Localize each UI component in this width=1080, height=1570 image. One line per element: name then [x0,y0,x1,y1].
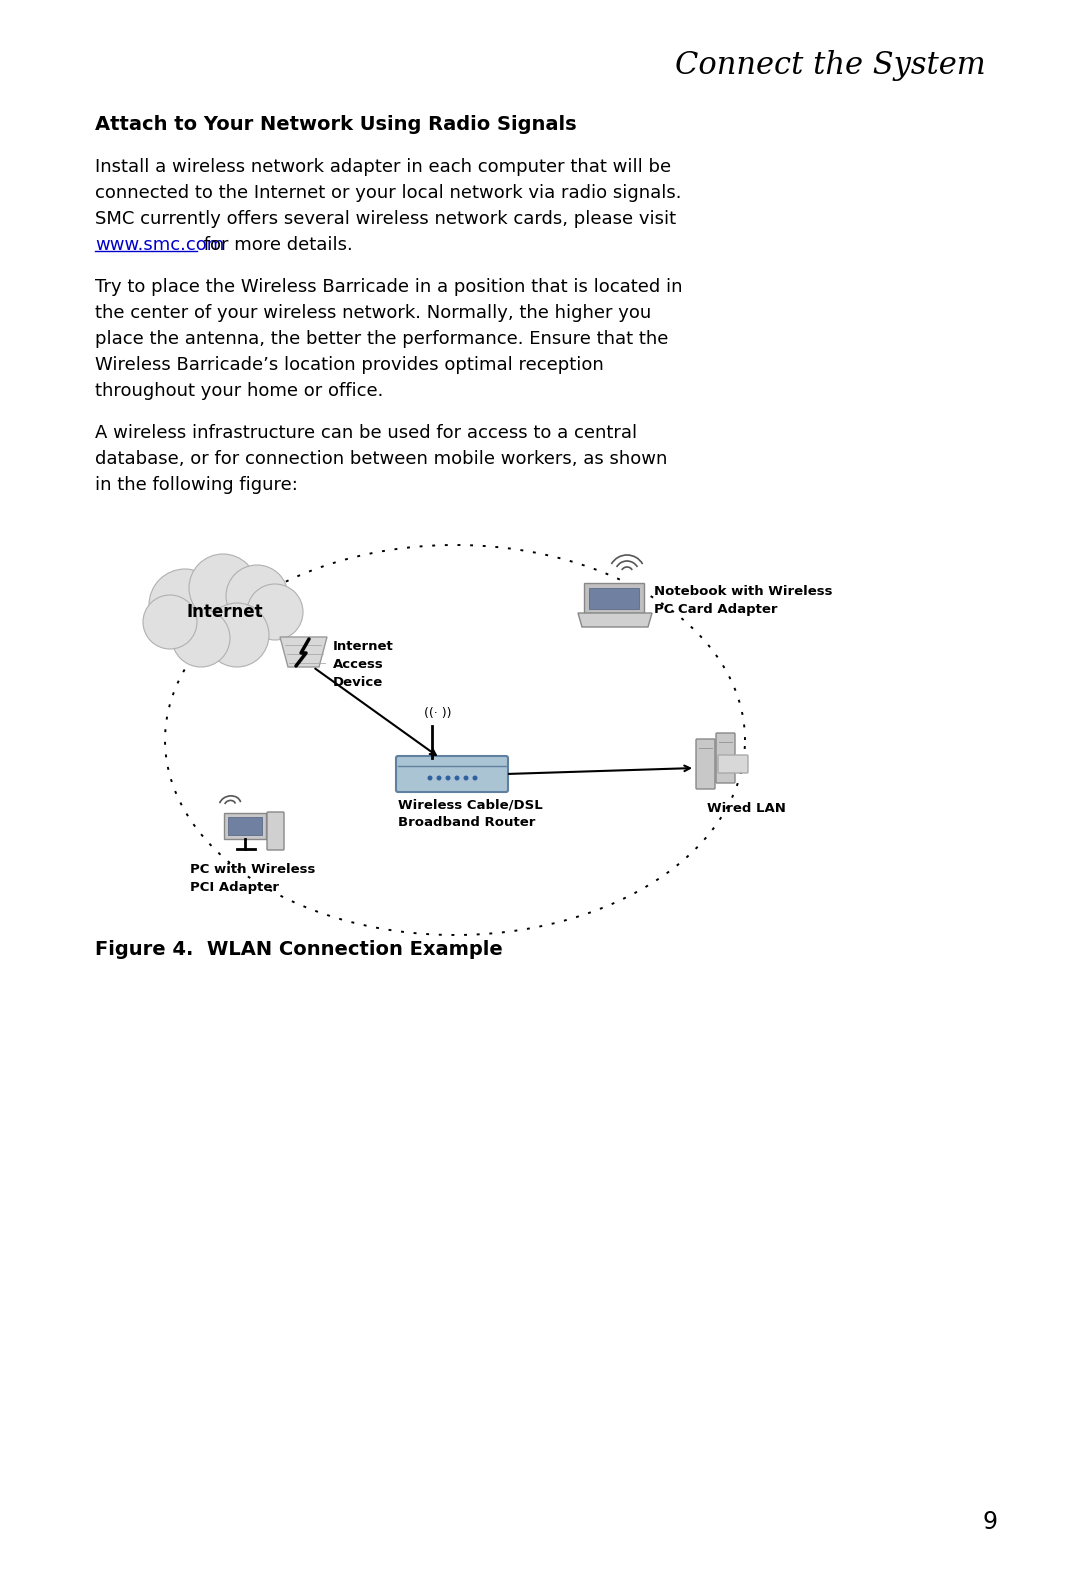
Circle shape [172,609,230,667]
Circle shape [247,584,303,641]
Polygon shape [584,582,644,612]
Text: place the antenna, the better the performance. Ensure that the: place the antenna, the better the perfor… [95,330,669,349]
Text: connected to the Internet or your local network via radio signals.: connected to the Internet or your local … [95,184,681,203]
Text: Connect the System: Connect the System [675,50,985,82]
Polygon shape [578,612,652,626]
Text: ((· )): ((· )) [424,706,451,721]
Polygon shape [589,589,639,609]
Text: 9: 9 [983,1510,998,1534]
Text: database, or for connection between mobile workers, as shown: database, or for connection between mobi… [95,451,667,468]
Text: in the following figure:: in the following figure: [95,476,298,495]
FancyBboxPatch shape [718,755,748,772]
Text: the center of your wireless network. Normally, the higher you: the center of your wireless network. Nor… [95,305,651,322]
FancyBboxPatch shape [267,812,284,849]
Circle shape [463,776,469,780]
Circle shape [143,595,197,648]
Polygon shape [224,813,266,838]
Text: throughout your home or office.: throughout your home or office. [95,382,383,400]
Text: Try to place the Wireless Barricade in a position that is located in: Try to place the Wireless Barricade in a… [95,278,683,297]
Circle shape [473,776,477,780]
Text: Notebook with Wireless
PC Card Adapter: Notebook with Wireless PC Card Adapter [654,586,833,615]
Circle shape [428,776,432,780]
Circle shape [205,603,269,667]
Polygon shape [280,637,327,667]
Text: for more details.: for more details. [198,236,353,254]
Text: Internet
Access
Device: Internet Access Device [333,641,394,689]
Text: Figure 4.  WLAN Connection Example: Figure 4. WLAN Connection Example [95,940,503,959]
Text: A wireless infrastructure can be used for access to a central: A wireless infrastructure can be used fo… [95,424,637,443]
Text: www.smc.com: www.smc.com [95,236,225,254]
Text: Internet: Internet [187,603,264,622]
Text: Attach to Your Network Using Radio Signals: Attach to Your Network Using Radio Signa… [95,115,577,133]
Text: PC with Wireless
PCI Adapter: PC with Wireless PCI Adapter [190,864,315,893]
Circle shape [446,776,450,780]
Circle shape [149,568,221,641]
Text: Wireless Cable/DSL
Broadband Router: Wireless Cable/DSL Broadband Router [399,798,543,829]
Text: Install a wireless network adapter in each computer that will be: Install a wireless network adapter in ea… [95,159,671,176]
Text: SMC currently offers several wireless network cards, please visit: SMC currently offers several wireless ne… [95,210,676,228]
Circle shape [189,554,257,622]
FancyBboxPatch shape [716,733,735,783]
Circle shape [455,776,459,780]
Text: Wireless Barricade’s location provides optimal reception: Wireless Barricade’s location provides o… [95,356,604,374]
Polygon shape [228,816,262,835]
Text: Wired LAN: Wired LAN [707,802,786,815]
FancyBboxPatch shape [696,739,715,790]
FancyBboxPatch shape [396,757,508,791]
Circle shape [436,776,442,780]
Circle shape [226,565,288,626]
